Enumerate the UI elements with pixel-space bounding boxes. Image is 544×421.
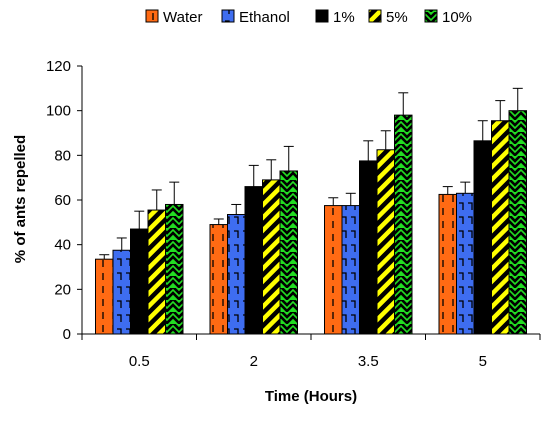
y-tick-label: 20	[54, 281, 71, 298]
y-tick-label: 40	[54, 237, 71, 254]
y-tick-label: 80	[54, 147, 71, 164]
bar	[112, 249, 131, 335]
bar	[279, 170, 298, 335]
bar	[341, 205, 360, 335]
x-tick-label: 0.5	[129, 353, 150, 370]
x-axis-title: Time (Hours)	[265, 388, 357, 405]
bar	[376, 149, 395, 335]
legend-swatch	[368, 9, 382, 23]
error-bars-group	[99, 87, 523, 260]
x-tick-label: 2	[250, 353, 258, 370]
y-axis-title: % of ants repelled	[12, 135, 29, 263]
legend-label: Water	[163, 9, 202, 26]
bar	[473, 140, 492, 335]
legend: Water Ethanol 1% 5% 10%	[145, 9, 472, 26]
bar	[244, 186, 263, 335]
bar	[95, 258, 114, 335]
x-axis: 0.5 2 3.5 5	[81, 333, 541, 370]
x-tick-label: 3.5	[358, 353, 379, 370]
legend-swatch	[221, 9, 235, 23]
bar	[227, 214, 246, 335]
y-tick-label: 100	[46, 103, 71, 120]
bar	[508, 110, 527, 335]
bar	[438, 193, 457, 335]
bar	[165, 203, 184, 335]
legend-label: 1%	[333, 9, 355, 26]
legend-swatch	[145, 9, 159, 23]
bar	[394, 114, 413, 335]
y-tick-label: 0	[63, 326, 71, 343]
y-tick-label: 120	[46, 58, 71, 75]
bars-group	[95, 110, 527, 335]
y-tick-label: 60	[54, 192, 71, 209]
legend-label: Ethanol	[239, 9, 290, 26]
bar	[209, 224, 228, 335]
bar	[324, 205, 343, 335]
bar	[359, 160, 378, 335]
bar	[262, 179, 281, 335]
y-axis: 0 20 40 60 80 100 120	[46, 58, 83, 343]
legend-swatch	[424, 9, 438, 23]
bar	[491, 120, 510, 335]
x-tick-label: 5	[479, 353, 487, 370]
legend-swatch	[315, 9, 329, 23]
bar	[130, 228, 149, 335]
legend-label: 5%	[386, 9, 408, 26]
bar	[456, 192, 475, 335]
legend-label: 10%	[442, 9, 472, 26]
bar	[147, 209, 166, 335]
